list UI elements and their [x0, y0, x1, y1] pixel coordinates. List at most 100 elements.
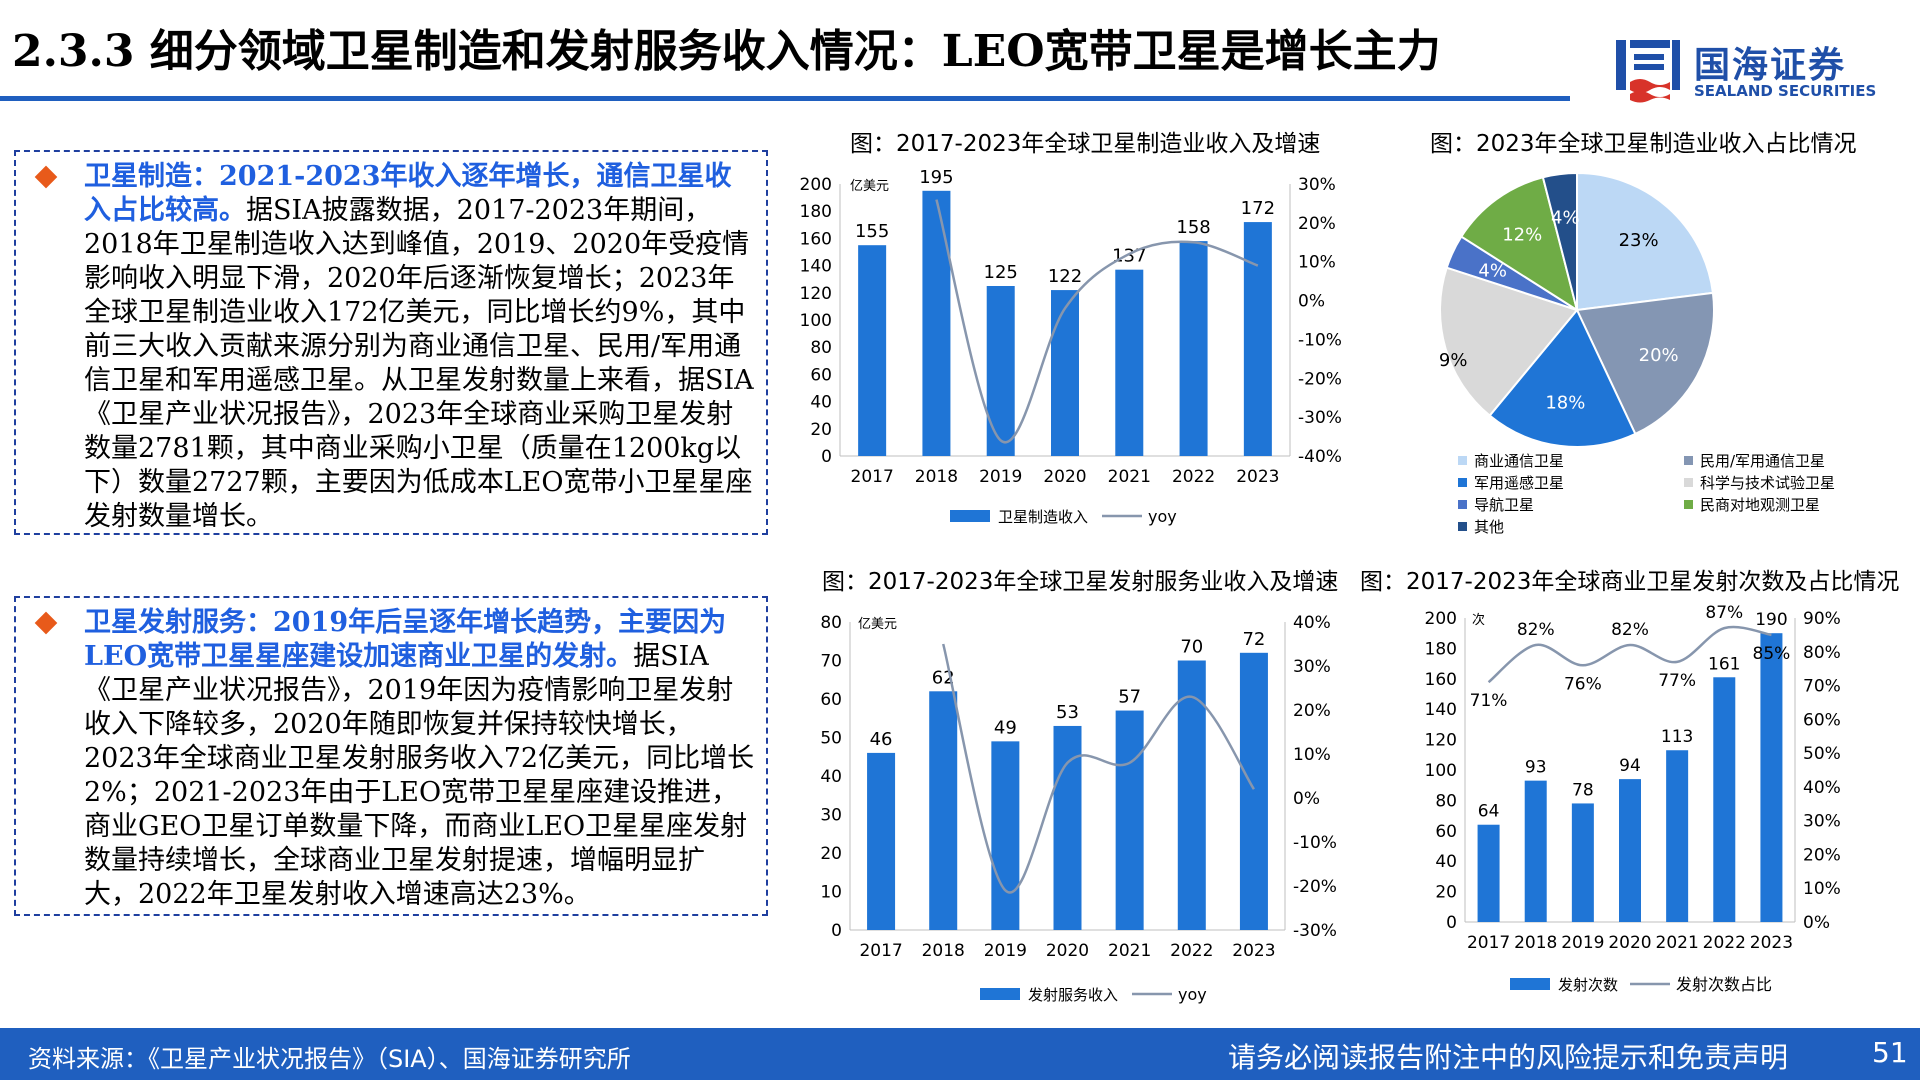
disclaimer-text: 请务必阅读报告附注中的风险提示和免责声明	[1228, 1041, 1789, 1074]
y2-tick-label: 10%	[1293, 745, 1331, 765]
y2-tick-label: 30%	[1293, 657, 1331, 677]
bar-value-label: 195	[919, 167, 953, 188]
bar	[922, 190, 951, 457]
yoy-line	[1487, 625, 1772, 684]
page-number: 51	[1872, 1036, 1908, 1069]
bar-value-label: 94	[1619, 756, 1641, 776]
bar-value-label: 158	[1176, 217, 1210, 238]
y-tick-label: 60	[820, 690, 842, 710]
logo-text-cn: 国海证券	[1694, 45, 1847, 86]
y-tick-label: 200	[1425, 609, 1457, 629]
x-tick-label: 2017	[1467, 933, 1510, 953]
y-tick-label: 140	[1425, 700, 1457, 720]
legend-label: 民商对地观测卫星	[1700, 496, 1820, 514]
x-tick-label: 2022	[1703, 933, 1746, 953]
manufacturing-highlight: 卫星制造：2021-2023年收入逐年增长，通信卫星收入占比较高。	[84, 161, 732, 226]
manufacturing-share-pie-chart: 23% 20% 18% 19% 4% 12% 4% 商业通信卫星 民用/军用通信卫星军用遥感卫星…	[1440, 171, 1835, 536]
y2-tick-label: 70%	[1803, 677, 1841, 697]
pie-value-label: 20%	[1639, 345, 1679, 366]
bar	[986, 286, 1015, 456]
y-tick-label: 180	[1425, 639, 1457, 659]
x-tick-label: 2021	[1656, 933, 1699, 953]
bar	[1115, 710, 1144, 930]
y-tick-label: 30	[820, 806, 842, 826]
bar	[1524, 780, 1547, 922]
x-tick-label: 2020	[1608, 933, 1651, 953]
bar	[1243, 222, 1272, 456]
legend-swatch	[1458, 522, 1467, 531]
y2-tick-label: 90%	[1803, 609, 1841, 629]
legend-label: 卫星制造收入	[998, 508, 1088, 526]
legend-swatch	[1458, 456, 1467, 465]
y-tick-label: 80	[820, 613, 842, 633]
footer-bar: 资料来源：《卫星产业状况报告》（SIA）、国海证券研究所 请务必阅读报告附注中的…	[0, 1028, 1920, 1080]
bar	[929, 691, 958, 930]
launch-revenue-chart: 0 10 20 30 40 50 60 70 80 -30% -20% -10% 0% 10% 20% 30%…	[820, 613, 1337, 1004]
manufacturing-body: 据SIA披露数据，2017-2023年期间，2018年卫星制造收入达到峰值，20…	[84, 195, 754, 532]
y2-tick-label: 30%	[1298, 175, 1336, 195]
chart-title-launch-count: 图：2017-2023年全球商业卫星发射次数及占比情况	[1360, 569, 1900, 595]
pie-slice	[1488, 308, 1637, 448]
bar	[1115, 269, 1144, 456]
x-tick-label: 2018	[1514, 933, 1557, 953]
bar-value-label: 113	[1661, 727, 1693, 747]
y-tick-label: 100	[800, 311, 832, 331]
x-tick-label: 2022	[1172, 467, 1215, 487]
legend-swatch	[1684, 500, 1693, 509]
y2-tick-label: 10%	[1803, 879, 1841, 899]
bar-value-label: 122	[1048, 266, 1082, 287]
y2-tick-label: 20%	[1293, 701, 1331, 721]
legend-label: 其他	[1474, 518, 1504, 536]
sealand-logo-icon	[1616, 40, 1680, 103]
y-tick-label: 60	[1435, 822, 1457, 842]
y2-tick-label: -20%	[1298, 369, 1342, 389]
launch-text-box: 卫星发射服务：2019年后呈逐年增长趋势，主要因为LEO宽带卫星星座建设加速商业…	[14, 596, 768, 916]
bar-value-label: 155	[855, 221, 889, 242]
bar	[858, 245, 887, 456]
y-tick-label: 120	[1425, 731, 1457, 751]
unit-label: 次	[1472, 612, 1485, 628]
legend-label: 发射次数占比	[1676, 975, 1772, 994]
source-note: 资料来源：《卫星产业状况报告》（SIA）、国海证券研究所	[28, 1045, 631, 1073]
y-tick-label: 200	[800, 175, 832, 195]
pie-value-label: 23%	[1619, 230, 1659, 251]
bar	[1666, 750, 1689, 922]
pie-slice	[1541, 171, 1578, 311]
y-tick-label: 0	[821, 447, 832, 467]
x-tick-label: 2023	[1232, 941, 1275, 961]
logo-text-en: SEALAND SECURITIES	[1694, 82, 1877, 100]
chart-title-launch-revenue: 图：2017-2023年全球卫星发射服务业收入及增速	[822, 569, 1339, 595]
bar	[1177, 660, 1206, 930]
y2-tick-label: 0%	[1803, 913, 1830, 933]
x-tick-label: 2019	[1561, 933, 1604, 953]
y2-tick-label: -30%	[1293, 921, 1337, 941]
chart-title-pie: 图：2023年全球卫星制造业收入占比情况	[1430, 131, 1857, 157]
x-tick-label: 2019	[984, 941, 1027, 961]
y2-tick-label: -30%	[1298, 408, 1342, 428]
y-tick-label: 0	[831, 921, 842, 941]
manufacturing-text-box: 卫星制造：2021-2023年收入逐年增长，通信卫星收入占比较高。据SIA披露数…	[14, 150, 768, 535]
bullet-diamond-icon	[34, 611, 58, 635]
bar	[1051, 290, 1079, 456]
y2-tick-label: 40%	[1293, 613, 1331, 633]
yoy-line	[942, 643, 1255, 894]
page-title: 2.3.3 细分领域卫星制造和发射服务收入情况：LEO宽带卫星是增长主力	[12, 26, 1441, 77]
bar-value-label: 78	[1572, 780, 1594, 800]
bar-value-label: 64	[1478, 802, 1500, 822]
bar	[1053, 725, 1082, 930]
y-tick-label: 160	[1425, 670, 1457, 690]
y-tick-label: 20	[1435, 883, 1457, 903]
x-tick-label: 2021	[1108, 467, 1151, 487]
legend-label: yoy	[1178, 985, 1207, 1004]
line-value-label: 77%	[1658, 671, 1696, 691]
legend-label: 发射次数	[1558, 976, 1618, 994]
y2-tick-label: 30%	[1803, 812, 1841, 832]
bar-value-label: 93	[1525, 758, 1547, 778]
y-tick-label: 40	[1435, 852, 1457, 872]
pie-value-label: 4%	[1478, 260, 1507, 281]
bar	[1477, 824, 1500, 922]
legend-label: 导航卫星	[1474, 496, 1534, 514]
company-logo: 国海证券 SEALAND SECURITIES	[1610, 34, 1900, 106]
legend-bar-swatch	[980, 988, 1020, 1000]
y-tick-label: 180	[800, 202, 832, 222]
